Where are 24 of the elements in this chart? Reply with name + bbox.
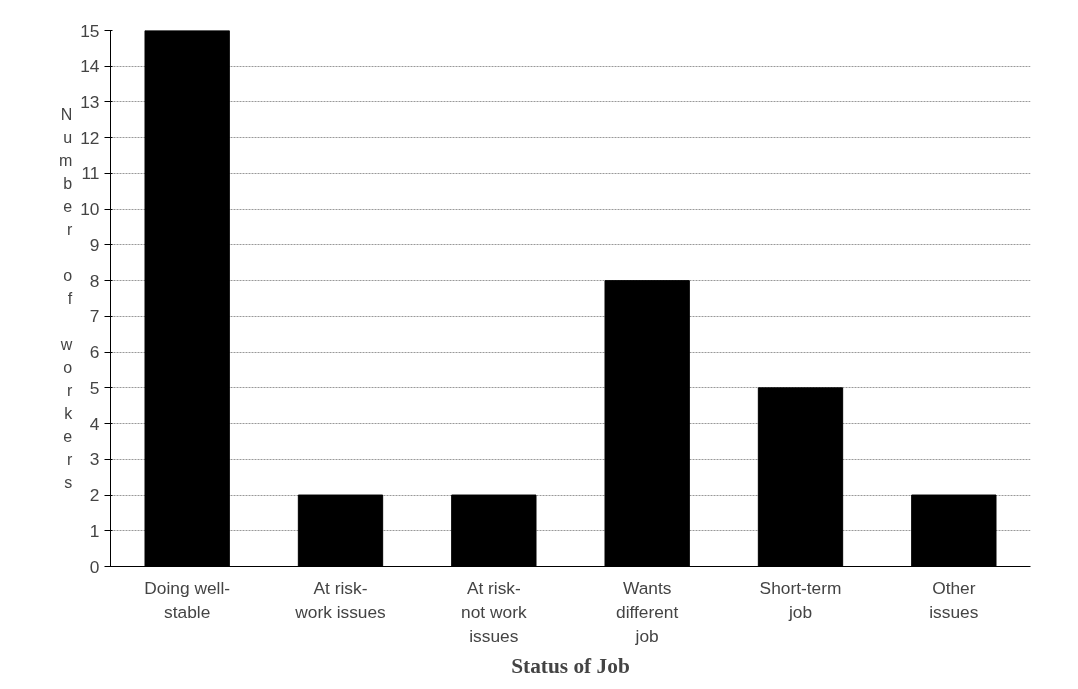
text: Number of workers <box>58 106 73 491</box>
y-tick-label: 6 <box>89 342 100 363</box>
y-tick-label: 4 <box>89 413 100 434</box>
y-tick-label: 11 <box>81 163 100 184</box>
y-tick-label: 13 <box>80 91 100 112</box>
x-tick-label: Wants different job <box>616 577 679 646</box>
x-tick-label: At risk- work issues <box>294 577 387 622</box>
y-tick-label: 10 <box>80 199 100 220</box>
y-tick-label: 7 <box>89 306 100 327</box>
y-tick-label: 15 <box>80 20 100 41</box>
y-tick-label: 8 <box>89 270 100 291</box>
y-tick-label: 14 <box>80 56 100 77</box>
y-tick-label: 9 <box>89 234 100 255</box>
x-tick-label: Other issues <box>929 577 979 622</box>
y-tick-label: 2 <box>89 485 100 506</box>
y-tick-label: 0 <box>89 556 100 577</box>
y-tick-label: 5 <box>89 377 100 398</box>
x-tick-label: Doing well- stable <box>144 577 231 622</box>
y-tick-label: 3 <box>89 449 100 470</box>
x-tick-label: At risk- not work issues <box>461 577 527 646</box>
y-tick-label: 12 <box>80 127 100 148</box>
y-tick-label: 1 <box>89 520 100 541</box>
x-tick-label: Short-term job <box>759 577 842 622</box>
x-axis-title: Status of Job <box>511 653 630 678</box>
